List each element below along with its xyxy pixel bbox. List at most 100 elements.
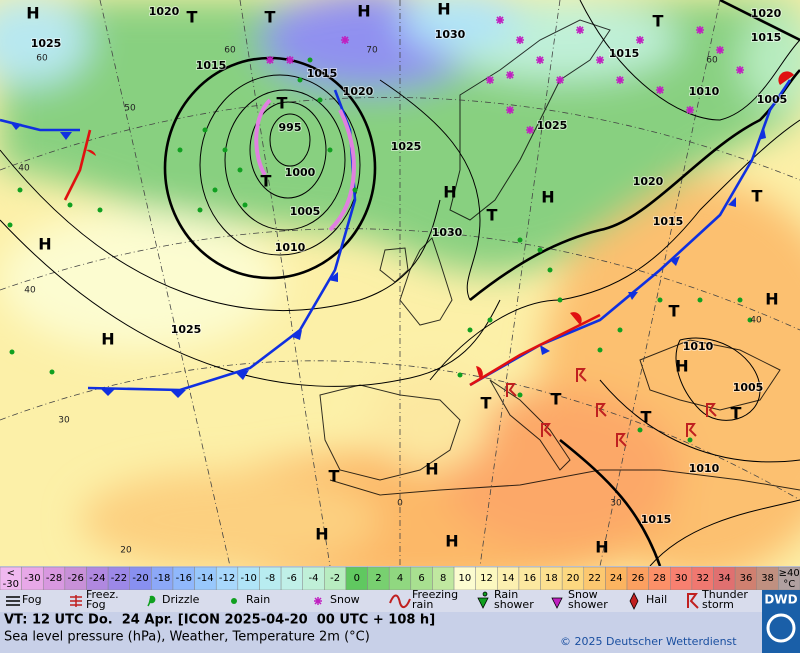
pressure-center: T xyxy=(187,8,198,27)
pressure-center: T xyxy=(487,206,498,225)
drizzle-icon xyxy=(147,595,156,607)
color-scale-label: 12 xyxy=(480,573,493,584)
rain-symbol xyxy=(97,207,103,213)
map: 1020 1025 1015 1015 1020 995 1000 1005 1010 1025 1… xyxy=(0,0,800,566)
color-scale-label: -18 xyxy=(154,573,170,584)
thunderstorm-symbol xyxy=(706,403,717,417)
rain-symbol xyxy=(202,127,208,133)
latitude-label: 60 xyxy=(36,54,48,64)
isobar-label: 1020 xyxy=(751,7,782,20)
snow-symbol xyxy=(486,76,494,84)
latitude-label: 50 xyxy=(124,104,136,114)
rain-symbol xyxy=(457,372,463,378)
occlusion xyxy=(254,98,356,232)
freezing-fog-icon xyxy=(70,595,82,607)
latitude-label: 30 xyxy=(58,416,70,426)
pressure-center: T xyxy=(653,12,664,31)
isobar-label: 1015 xyxy=(653,215,684,228)
legend-label: Rain xyxy=(494,588,518,601)
temperature-field xyxy=(0,0,800,566)
isobar-label: 1025 xyxy=(391,140,422,153)
legend-label: Freez. xyxy=(86,588,119,601)
color-scale-label: -12 xyxy=(219,573,235,584)
isobar-label: 1010 xyxy=(689,462,720,475)
color-scale-label: -2 xyxy=(330,573,340,584)
freezing-rain-icon xyxy=(389,594,411,609)
rain-symbol xyxy=(222,147,228,153)
thunderstorm-symbol xyxy=(541,423,552,437)
color-scale-label: 30 xyxy=(675,573,688,584)
color-scale: <-30-30 -28 -26 -24 -22 -20 -18 -16 -14 -12 -10 -8-… xyxy=(0,566,800,591)
snow-symbol xyxy=(266,56,274,64)
color-scale-label: -26 xyxy=(68,573,84,584)
snow-symbol xyxy=(696,26,704,34)
color-scale-label: -4 xyxy=(309,573,319,584)
color-scale-label: 32 xyxy=(696,573,709,584)
color-scale-label: -28 xyxy=(46,573,62,584)
snow-symbol xyxy=(616,76,624,84)
isobar-label: 1030 xyxy=(435,28,466,41)
weather-legend: Fog Freez.Fog Drizzle Rain Snow FreezingrainR… xyxy=(6,588,748,611)
weather-symbols xyxy=(7,16,753,447)
color-scale-label: -24 xyxy=(89,573,105,584)
color-scale-label: 22 xyxy=(588,573,601,584)
legend-label: shower xyxy=(494,598,534,611)
isobar-label: 1005 xyxy=(290,205,321,218)
rain-symbol xyxy=(212,187,218,193)
pressure-center: T xyxy=(752,187,763,206)
snow-symbol xyxy=(516,36,524,44)
pressure-center: H xyxy=(541,188,554,207)
rain-symbol xyxy=(547,267,553,273)
legend-label: Snow xyxy=(330,593,360,606)
snow-symbol xyxy=(506,106,514,114)
snow-symbol xyxy=(576,26,584,34)
isobar-label: 1020 xyxy=(343,85,374,98)
isobar-label: 1020 xyxy=(633,175,664,188)
thunderstorm-symbol xyxy=(596,403,607,417)
pressure-center: H xyxy=(38,235,51,254)
snow-symbol xyxy=(506,71,514,79)
color-scale-label: 6 xyxy=(418,573,424,584)
pressure-center: T xyxy=(481,394,492,413)
legend-background xyxy=(0,590,762,612)
rain-symbol xyxy=(737,297,743,303)
pressure-center: H xyxy=(357,2,370,21)
legend-label: Snow xyxy=(568,588,598,601)
latitude-label: 60 xyxy=(706,56,718,66)
rain-symbol xyxy=(317,97,323,103)
pressure-center: H xyxy=(437,0,450,19)
color-scale-label: -6 xyxy=(287,573,297,584)
legend-label: Fog xyxy=(86,598,106,611)
snow-symbol xyxy=(536,56,544,64)
color-scale-label: < xyxy=(7,568,15,579)
pressure-center: T xyxy=(277,94,288,113)
rain-symbol xyxy=(687,437,693,443)
color-scale-label: -20 xyxy=(132,573,148,584)
color-scale-label: 24 xyxy=(610,573,623,584)
pressure-center: H xyxy=(595,538,608,557)
pressure-center: H xyxy=(675,357,688,376)
color-scale-label: 34 xyxy=(718,573,731,584)
coastlines xyxy=(319,19,800,496)
color-scale-label: 14 xyxy=(502,573,515,584)
color-scale-label: 10 xyxy=(458,573,471,584)
rain-symbol xyxy=(487,317,493,323)
rain-symbol xyxy=(557,297,563,303)
color-scale-label: 16 xyxy=(523,573,536,584)
pressure-center: H xyxy=(443,183,456,202)
warm-front xyxy=(63,71,794,387)
pressure-center: T xyxy=(261,172,272,191)
latitude-label: 40 xyxy=(24,286,36,296)
legend-label: Fog xyxy=(22,593,42,606)
rain-symbol xyxy=(747,317,753,323)
legend-label: Freezing xyxy=(412,588,458,601)
rain-symbol xyxy=(352,187,358,193)
isobar-label: 1005 xyxy=(757,93,788,106)
pressure-center: H xyxy=(765,290,778,309)
rain-symbol xyxy=(327,147,333,153)
isobar-label: 1020 xyxy=(149,5,180,18)
rain-icon xyxy=(231,598,237,604)
snow-symbol xyxy=(736,66,744,74)
color-scale-label: -14 xyxy=(197,573,213,584)
